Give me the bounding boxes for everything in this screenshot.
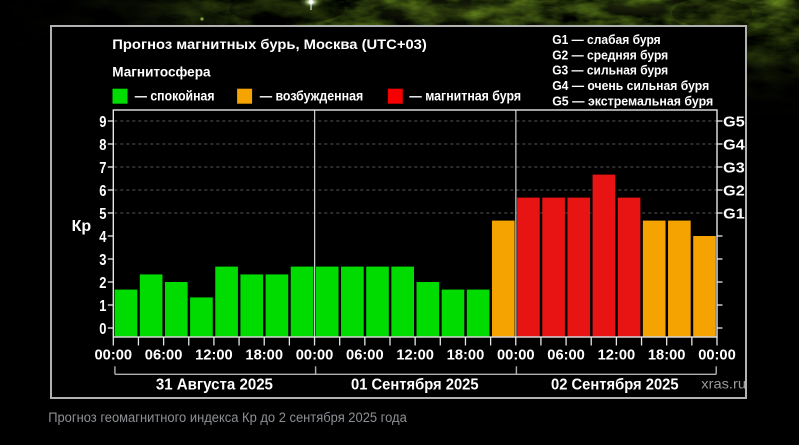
svg-text:18:00: 18:00	[245, 347, 283, 364]
svg-text:18:00: 18:00	[447, 347, 485, 364]
svg-text:02 Сентября 2025: 02 Сентября 2025	[551, 377, 679, 394]
svg-text:00:00: 00:00	[698, 347, 736, 364]
svg-text:9: 9	[99, 114, 106, 131]
svg-text:G2 — средняя буря: G2 — средняя буря	[552, 48, 668, 62]
svg-text:31 Августа 2025: 31 Августа 2025	[156, 377, 273, 394]
svg-text:G3: G3	[723, 160, 745, 177]
svg-text:0: 0	[99, 321, 106, 338]
svg-text:6: 6	[99, 183, 106, 200]
svg-text:G1: G1	[723, 206, 745, 223]
svg-text:00:00: 00:00	[497, 347, 535, 364]
svg-text:12:00: 12:00	[598, 347, 636, 364]
svg-text:G4: G4	[723, 137, 745, 154]
svg-text:7: 7	[99, 160, 106, 177]
svg-text:8: 8	[99, 137, 106, 154]
svg-text:G2: G2	[723, 183, 745, 200]
svg-text:3: 3	[99, 252, 106, 269]
svg-text:06:00: 06:00	[547, 347, 585, 364]
svg-text:12:00: 12:00	[195, 347, 233, 364]
svg-text:01 Сентября 2025: 01 Сентября 2025	[351, 377, 479, 394]
svg-text:G3 — сильная буря: G3 — сильная буря	[552, 64, 668, 78]
svg-text:xras.ru: xras.ru	[701, 376, 746, 392]
svg-text:06:00: 06:00	[346, 347, 384, 364]
svg-text:G4 — очень сильная буря: G4 — очень сильная буря	[552, 79, 709, 93]
svg-text:12:00: 12:00	[396, 347, 434, 364]
svg-text:Прогноз геомагнитного индекса: Прогноз геомагнитного индекса Кр до 2 се…	[48, 410, 407, 425]
svg-text:00:00: 00:00	[95, 347, 133, 364]
svg-text:4: 4	[99, 229, 106, 246]
svg-text:2: 2	[99, 275, 106, 292]
svg-text:00:00: 00:00	[296, 347, 334, 364]
svg-text:— спокойная: — спокойная	[135, 87, 215, 103]
svg-text:18:00: 18:00	[648, 347, 686, 364]
svg-text:— магнитная буря: — магнитная буря	[409, 87, 521, 103]
svg-text:Прогноз магнитных бурь, Москва: Прогноз магнитных бурь, Москва (UTC+03)	[112, 36, 427, 52]
svg-text:— возбужденная: — возбужденная	[260, 87, 364, 103]
svg-text:G5 — экстремальная буря: G5 — экстремальная буря	[552, 95, 713, 109]
svg-text:G1 — слабая буря: G1 — слабая буря	[552, 33, 661, 47]
svg-text:1: 1	[99, 298, 106, 315]
svg-text:06:00: 06:00	[145, 347, 183, 364]
svg-text:5: 5	[99, 206, 106, 223]
svg-text:Кр: Кр	[72, 218, 92, 235]
svg-text:Магнитосфера: Магнитосфера	[112, 64, 210, 80]
svg-text:G5: G5	[723, 114, 745, 131]
